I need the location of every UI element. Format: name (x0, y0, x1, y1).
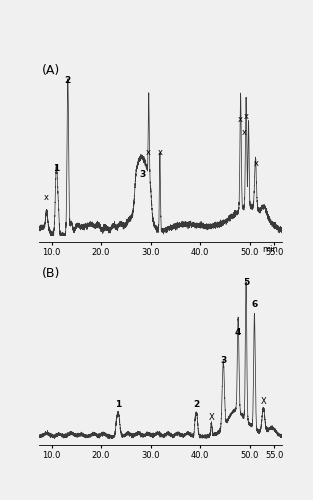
Text: min: min (262, 244, 278, 254)
Text: 5: 5 (243, 278, 249, 287)
Text: 6: 6 (251, 300, 258, 309)
Text: 4: 4 (235, 328, 241, 337)
Text: X: X (260, 397, 266, 406)
Text: x: x (146, 148, 151, 157)
Text: X: X (208, 412, 214, 422)
Text: 1: 1 (115, 400, 121, 409)
Text: 3: 3 (220, 356, 226, 365)
Text: 1: 1 (53, 164, 59, 172)
Text: x: x (244, 112, 249, 121)
Text: x: x (254, 159, 259, 168)
Text: 2: 2 (65, 76, 71, 85)
Text: x: x (238, 115, 243, 124)
Text: (B): (B) (42, 267, 60, 280)
Text: x: x (242, 128, 247, 136)
Text: x: x (157, 148, 162, 157)
Text: (A): (A) (42, 64, 60, 76)
Text: x: x (44, 194, 49, 202)
Text: 2: 2 (193, 400, 200, 409)
Text: 3: 3 (139, 170, 145, 179)
